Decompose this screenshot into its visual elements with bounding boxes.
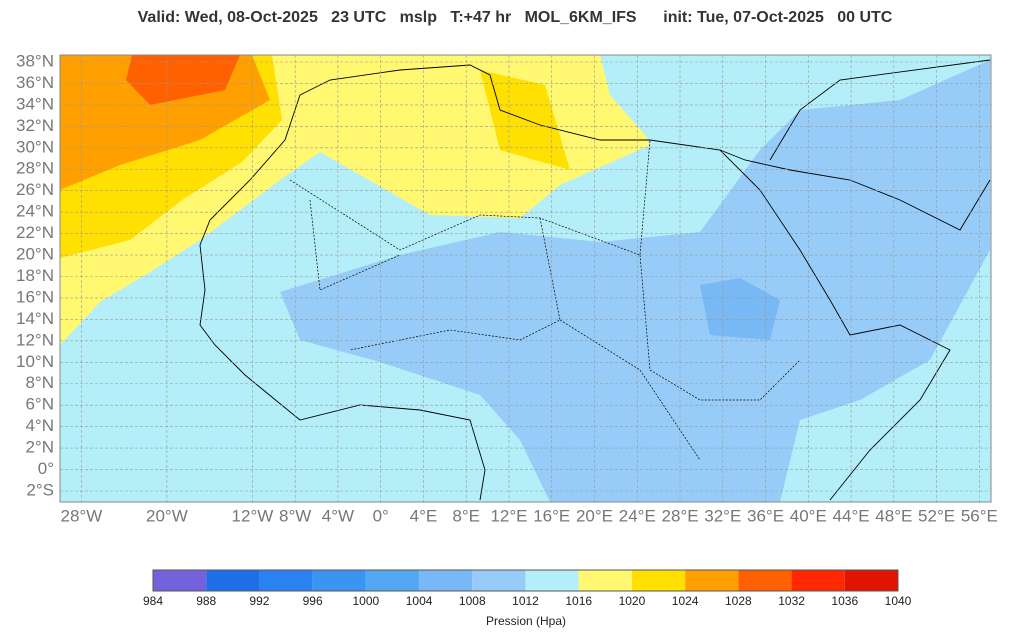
colorbar-label: 1000 [353, 594, 380, 608]
lat-label: 12°N [16, 330, 54, 349]
lat-label: 24°N [16, 202, 54, 221]
colorbar-label: 1012 [512, 594, 539, 608]
border [289, 139, 801, 461]
colorbar-swatch [578, 570, 632, 591]
colorbar-label: 1016 [565, 594, 592, 608]
lon-label: 20°W [146, 506, 188, 525]
lat-label: 28°N [16, 159, 54, 178]
lat-label: 16°N [16, 287, 54, 306]
colorbar-swatch [365, 570, 420, 591]
colorbar-label: 1036 [831, 594, 858, 608]
lon-label: 48°E [875, 506, 912, 525]
lon-label: 24°E [619, 506, 656, 525]
colorbar-swatch [738, 570, 792, 591]
colorbar-label: 988 [196, 594, 216, 608]
colorbar-swatch [312, 570, 366, 591]
lat-label: 32°N [16, 116, 54, 135]
colorbar-swatch [631, 570, 686, 591]
pressure-area [700, 278, 780, 340]
lat-label: 38°N [16, 51, 54, 70]
lat-label: 30°N [16, 137, 54, 156]
colorbar-title: Pression (Hpa) [486, 614, 566, 628]
lat-label: 36°N [16, 73, 54, 92]
colorbar-label: 992 [249, 594, 269, 608]
lat-label: 10°N [16, 352, 54, 371]
lat-label: 34°N [16, 94, 54, 113]
colorbar-swatch [153, 570, 207, 591]
lat-label: 4°N [25, 416, 54, 435]
lon-label: 36°E [747, 506, 784, 525]
colorbar-swatch [472, 570, 526, 591]
colorbar-label: 1028 [725, 594, 752, 608]
colorbar-swatch [206, 570, 260, 591]
map [59, 54, 992, 503]
colorbar-swatch [791, 570, 845, 591]
lon-label: 12°W [232, 506, 274, 525]
map-frame [59, 54, 992, 503]
lat-label: 6°N [25, 395, 54, 414]
lat-label: 8°N [25, 373, 54, 392]
colorbar-swatch [844, 570, 898, 591]
lat-label: 20°N [16, 245, 54, 264]
colorbar-label: 1004 [406, 594, 433, 608]
lon-label: 20°E [576, 506, 613, 525]
colorbar-label: 1032 [778, 594, 805, 608]
colorbar-label: 984 [143, 594, 163, 608]
lon-label: 56°E [961, 506, 998, 525]
lon-label: 52°E [918, 506, 955, 525]
lon-label: 8°W [279, 506, 311, 525]
pressure-area [280, 60, 990, 502]
lon-label: 40°E [790, 506, 827, 525]
lon-label: 44°E [833, 506, 870, 525]
pressure-area [480, 70, 570, 170]
pressure-area [126, 55, 240, 105]
colorbar-label: 1020 [619, 594, 646, 608]
lat-label: 14°N [16, 309, 54, 328]
lat-label: 26°N [16, 180, 54, 199]
colorbar-frame [152, 569, 899, 592]
lon-label: 32°E [704, 506, 741, 525]
lat-label: 0° [38, 459, 54, 478]
colorbar-swatch [259, 570, 313, 591]
coastline [719, 59, 991, 231]
lon-label: 28°W [60, 506, 102, 525]
lon-label: 28°E [661, 506, 698, 525]
lon-label: 0° [373, 506, 389, 525]
colorbar-swatch [419, 570, 473, 591]
colorbar-label: 1008 [459, 594, 486, 608]
lon-label: 4°E [410, 506, 438, 525]
lat-label: 2°N [25, 438, 54, 457]
title: Valid: Wed, 08-Oct-2025 23 UTC mslp T:+4… [138, 9, 893, 26]
colorbar-swatch [525, 570, 579, 591]
colorbar-label: 1040 [885, 594, 912, 608]
colorbar-label: 996 [303, 594, 323, 608]
lat-label: 22°N [16, 223, 54, 242]
colorbar: 984 988 992 996 1000 1004 1008 1012 1016 1020 1024… [143, 569, 912, 608]
lon-label: 12°E [490, 506, 527, 525]
graticule [60, 55, 991, 502]
lon-label: 8°E [452, 506, 480, 525]
colorbar-label: 1024 [672, 594, 699, 608]
lon-label: 4°W [322, 506, 354, 525]
lon-label: 16°E [533, 506, 570, 525]
colorbar-swatch [685, 570, 739, 591]
lat-label: 2°S [26, 480, 54, 499]
lat-label: 18°N [16, 266, 54, 285]
